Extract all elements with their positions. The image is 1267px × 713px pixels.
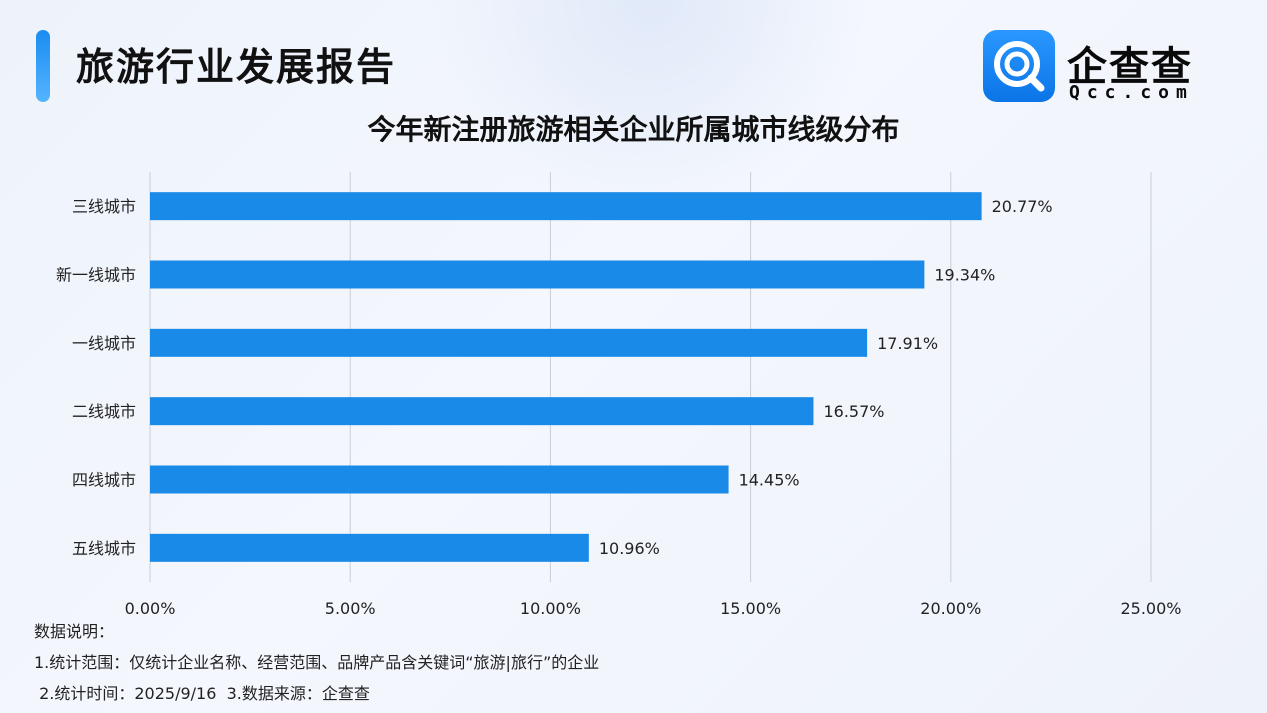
logo-subtext: Qcc.com xyxy=(1069,82,1194,103)
x-tick-label: 0.00% xyxy=(125,599,176,618)
category-label: 新一线城市 xyxy=(56,266,136,285)
data-label: 19.34% xyxy=(934,266,995,285)
data-notes: 数据说明： 1.统计范围：仅统计企业名称、经营范围、品牌产品含关键词“旅游|旅行… xyxy=(34,616,599,709)
bar xyxy=(150,260,925,289)
category-label: 四线城市 xyxy=(72,471,136,490)
category-label: 一线城市 xyxy=(72,334,136,353)
data-label: 16.57% xyxy=(823,402,884,421)
data-label: 20.77% xyxy=(992,197,1053,216)
data-label: 17.91% xyxy=(877,334,938,353)
data-label: 14.45% xyxy=(739,471,800,490)
data-label: 10.96% xyxy=(599,539,660,558)
x-tick-label: 15.00% xyxy=(720,599,781,618)
title-accent-bar xyxy=(36,30,50,102)
bar xyxy=(150,192,982,221)
report-title: 旅游行业发展报告 xyxy=(76,45,397,89)
notes-line-2: 2.统计时间：2025/9/16 3.数据来源：企查查 xyxy=(34,684,370,703)
qcc-logo: 企查查 Qcc.com xyxy=(983,30,1223,103)
logo-text: 企查查 xyxy=(1067,44,1193,90)
category-label: 三线城市 xyxy=(72,197,136,216)
bar xyxy=(150,397,814,426)
x-tick-label: 20.00% xyxy=(920,599,981,618)
category-label: 五线城市 xyxy=(72,539,136,558)
x-tick-label: 25.00% xyxy=(1120,599,1181,618)
category-label: 二线城市 xyxy=(72,402,136,421)
notes-line-1: 1.统计范围：仅统计企业名称、经营范围、品牌产品含关键词“旅游|旅行”的企业 xyxy=(34,653,600,672)
bar xyxy=(150,533,589,562)
bar xyxy=(150,328,868,357)
qcc-magnifier-logo-icon xyxy=(983,30,1055,102)
bar xyxy=(150,465,729,494)
x-tick-label: 10.00% xyxy=(520,599,581,618)
notes-heading: 数据说明： xyxy=(34,622,115,641)
chart-title: 今年新注册旅游相关企业所属城市线级分布 xyxy=(367,113,900,146)
x-tick-label: 5.00% xyxy=(325,599,376,618)
